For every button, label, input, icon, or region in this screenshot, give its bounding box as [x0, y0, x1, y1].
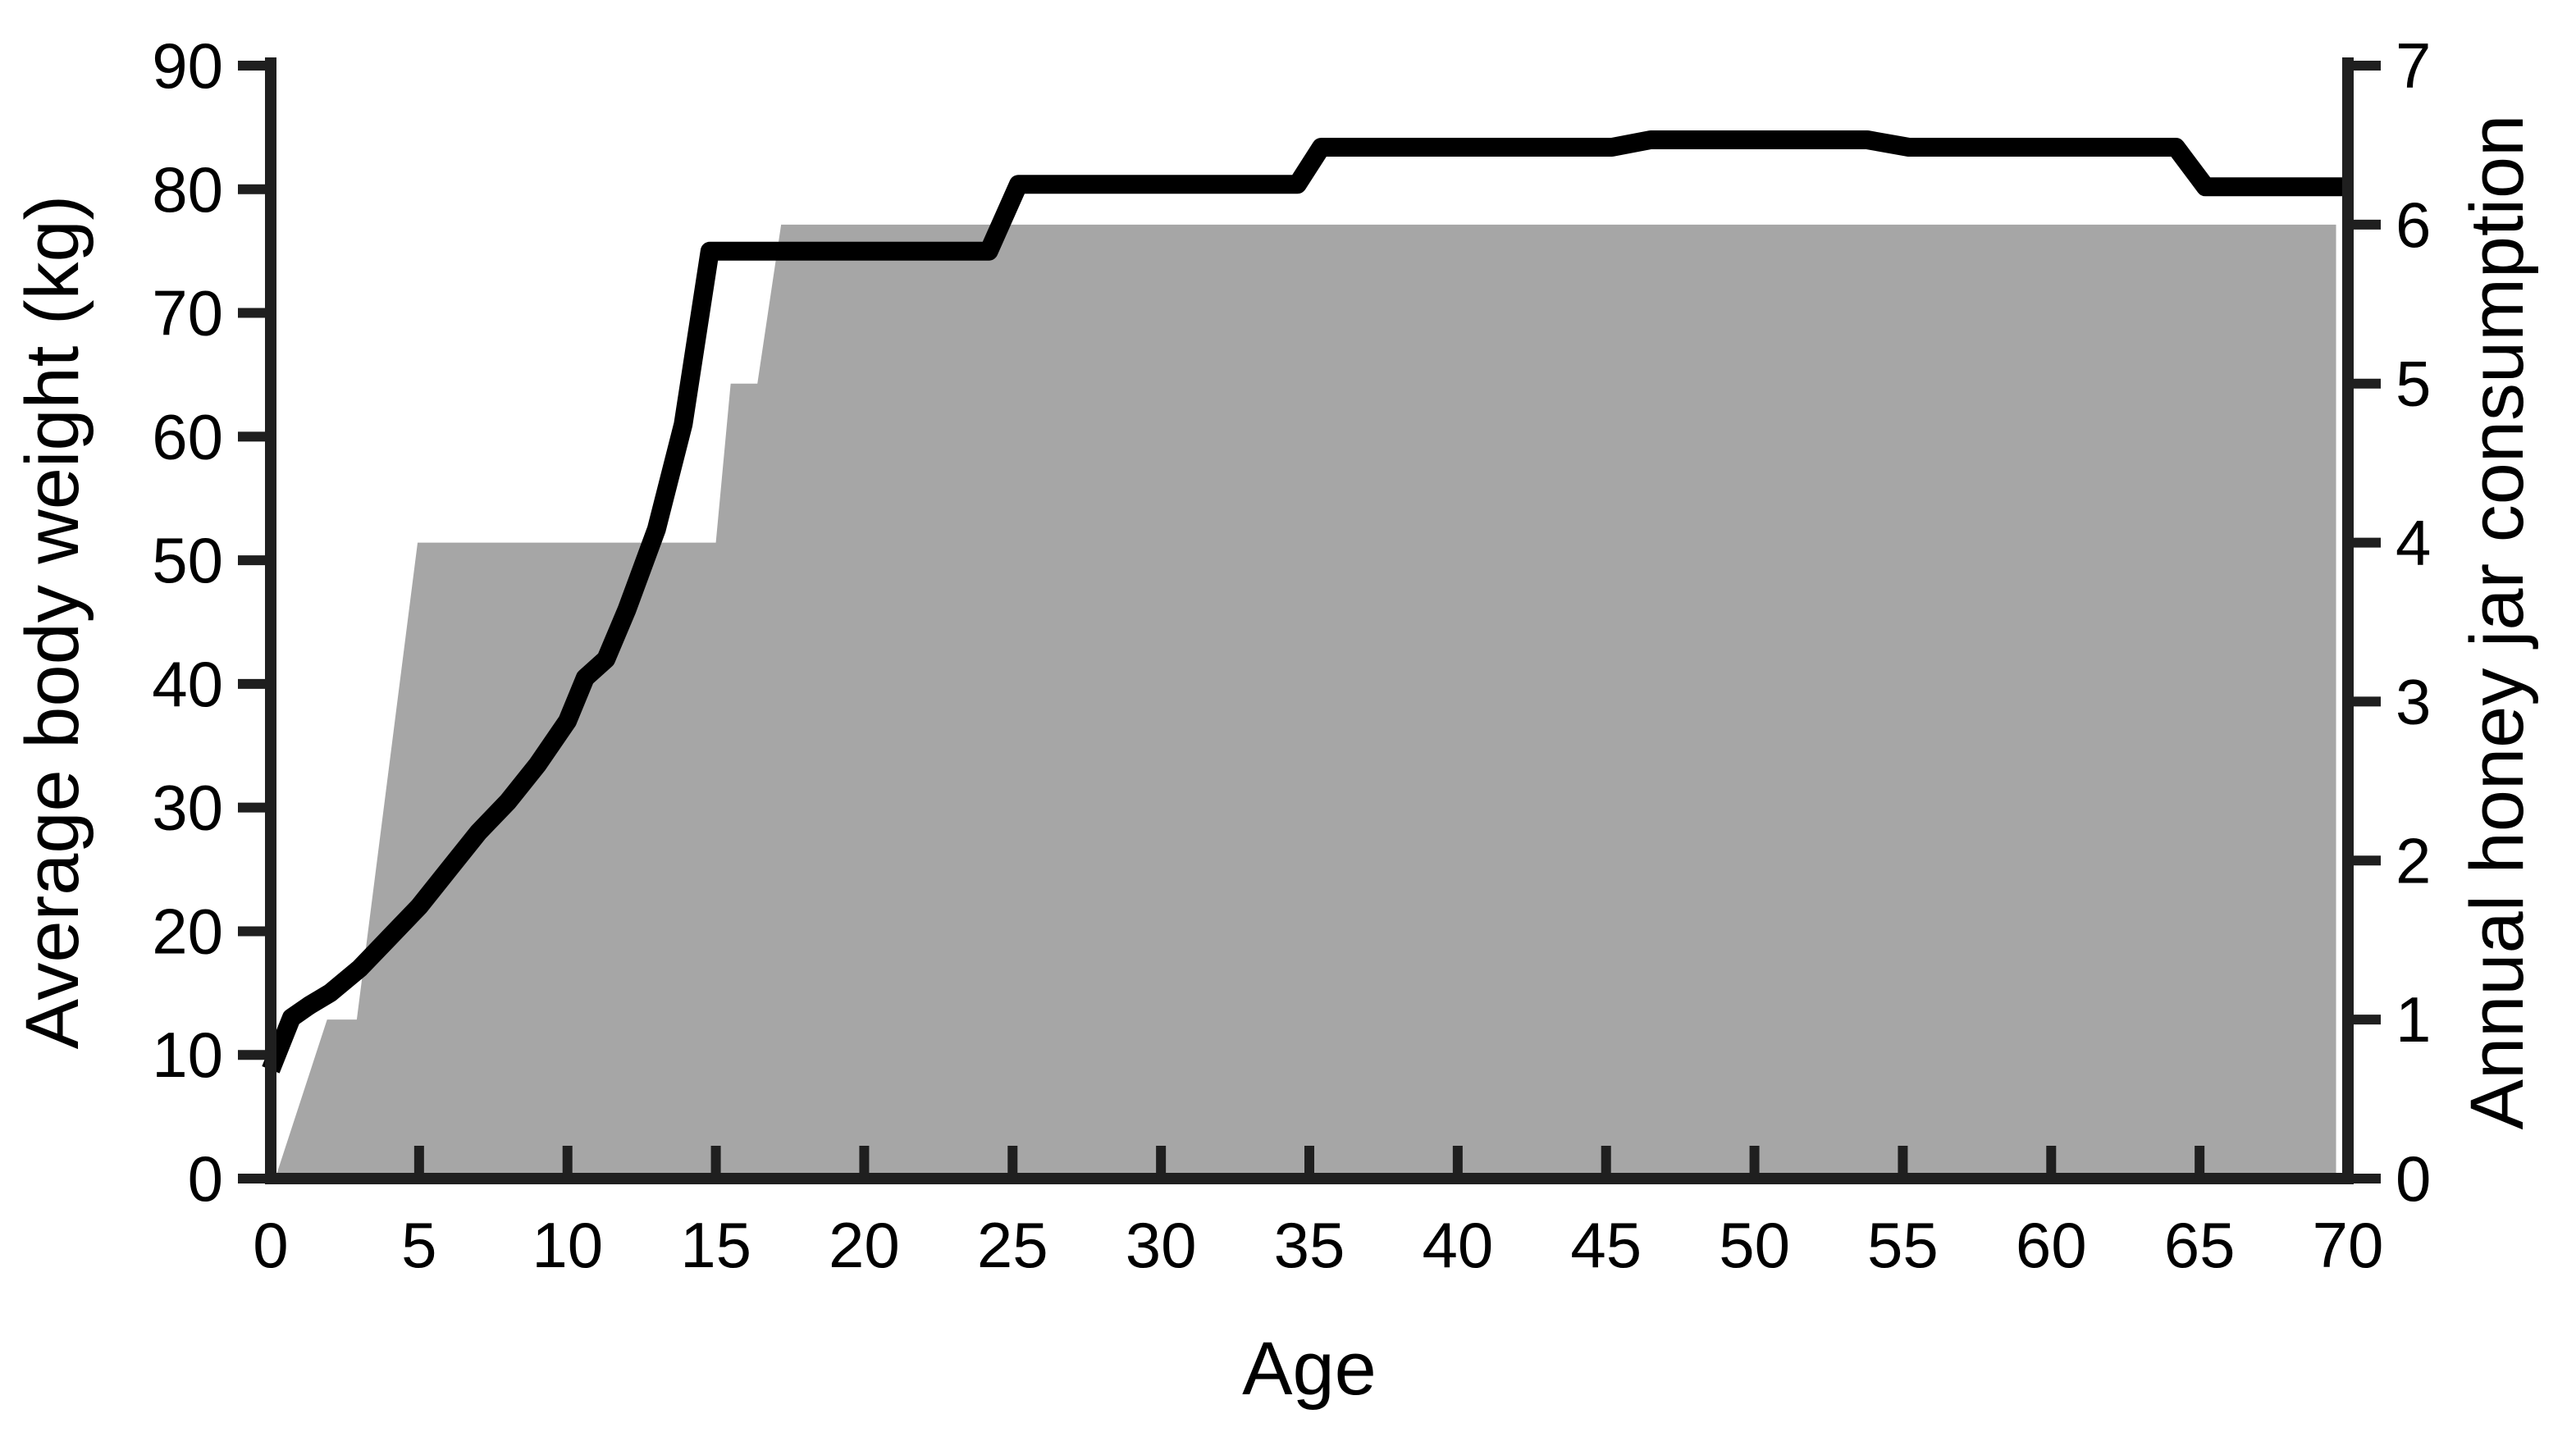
right-axis-tick-label: 1 [2396, 983, 2431, 1056]
left-axis-tick-label: 50 [152, 524, 223, 596]
right-axis-tick-label: 0 [2396, 1142, 2431, 1215]
x-axis-tick-label: 35 [1274, 1209, 1345, 1281]
x-axis-tick-label: 70 [2313, 1209, 2384, 1281]
right-axis-tick-label: 2 [2396, 824, 2431, 896]
right-axis-tick-label: 6 [2396, 189, 2431, 261]
x-axis-tick-label: 25 [977, 1209, 1048, 1281]
x-axis-tick-label: 65 [2164, 1209, 2236, 1281]
left-axis-tick-label: 20 [152, 895, 223, 967]
left-axis-tick-label: 40 [152, 648, 223, 720]
x-axis-tick-label: 50 [1719, 1209, 1790, 1281]
x-axis-tick-label: 0 [253, 1209, 288, 1281]
left-axis-tick-label: 90 [152, 30, 223, 102]
x-axis-tick-label: 45 [1570, 1209, 1642, 1281]
left-axis-tick-label: 60 [152, 400, 223, 472]
x-axis-tick-label: 20 [829, 1209, 900, 1281]
x-axis-tick-label: 10 [532, 1209, 603, 1281]
honey-consumption-area [275, 224, 2336, 1179]
x-axis-tick-label: 40 [1422, 1209, 1493, 1281]
left-axis-tick-label: 10 [152, 1019, 223, 1091]
x-axis-tick-label: 30 [1126, 1209, 1197, 1281]
left-axis-title: Average body weight (kg) [11, 195, 94, 1050]
right-axis-tick-label: 4 [2396, 507, 2431, 579]
right-axis-tick-label: 3 [2396, 665, 2431, 737]
x-axis-title: Age [1242, 1327, 1377, 1411]
left-axis-tick-label: 80 [152, 153, 223, 226]
x-axis-tick-label: 5 [401, 1209, 436, 1281]
right-axis-tick-label: 5 [2396, 348, 2431, 420]
left-axis-tick-label: 0 [188, 1142, 223, 1215]
x-axis-tick-label: 55 [1867, 1209, 1939, 1281]
right-axis-tick-label: 7 [2396, 30, 2431, 102]
left-axis-tick-label: 70 [152, 277, 223, 349]
right-axis-title: Annual honey jar consumption [2455, 115, 2539, 1130]
left-axis-tick-label: 30 [152, 772, 223, 844]
x-axis-tick-label: 15 [680, 1209, 751, 1281]
body-weight-line [262, 130, 2348, 1074]
x-axis-tick-label: 60 [2016, 1209, 2087, 1281]
